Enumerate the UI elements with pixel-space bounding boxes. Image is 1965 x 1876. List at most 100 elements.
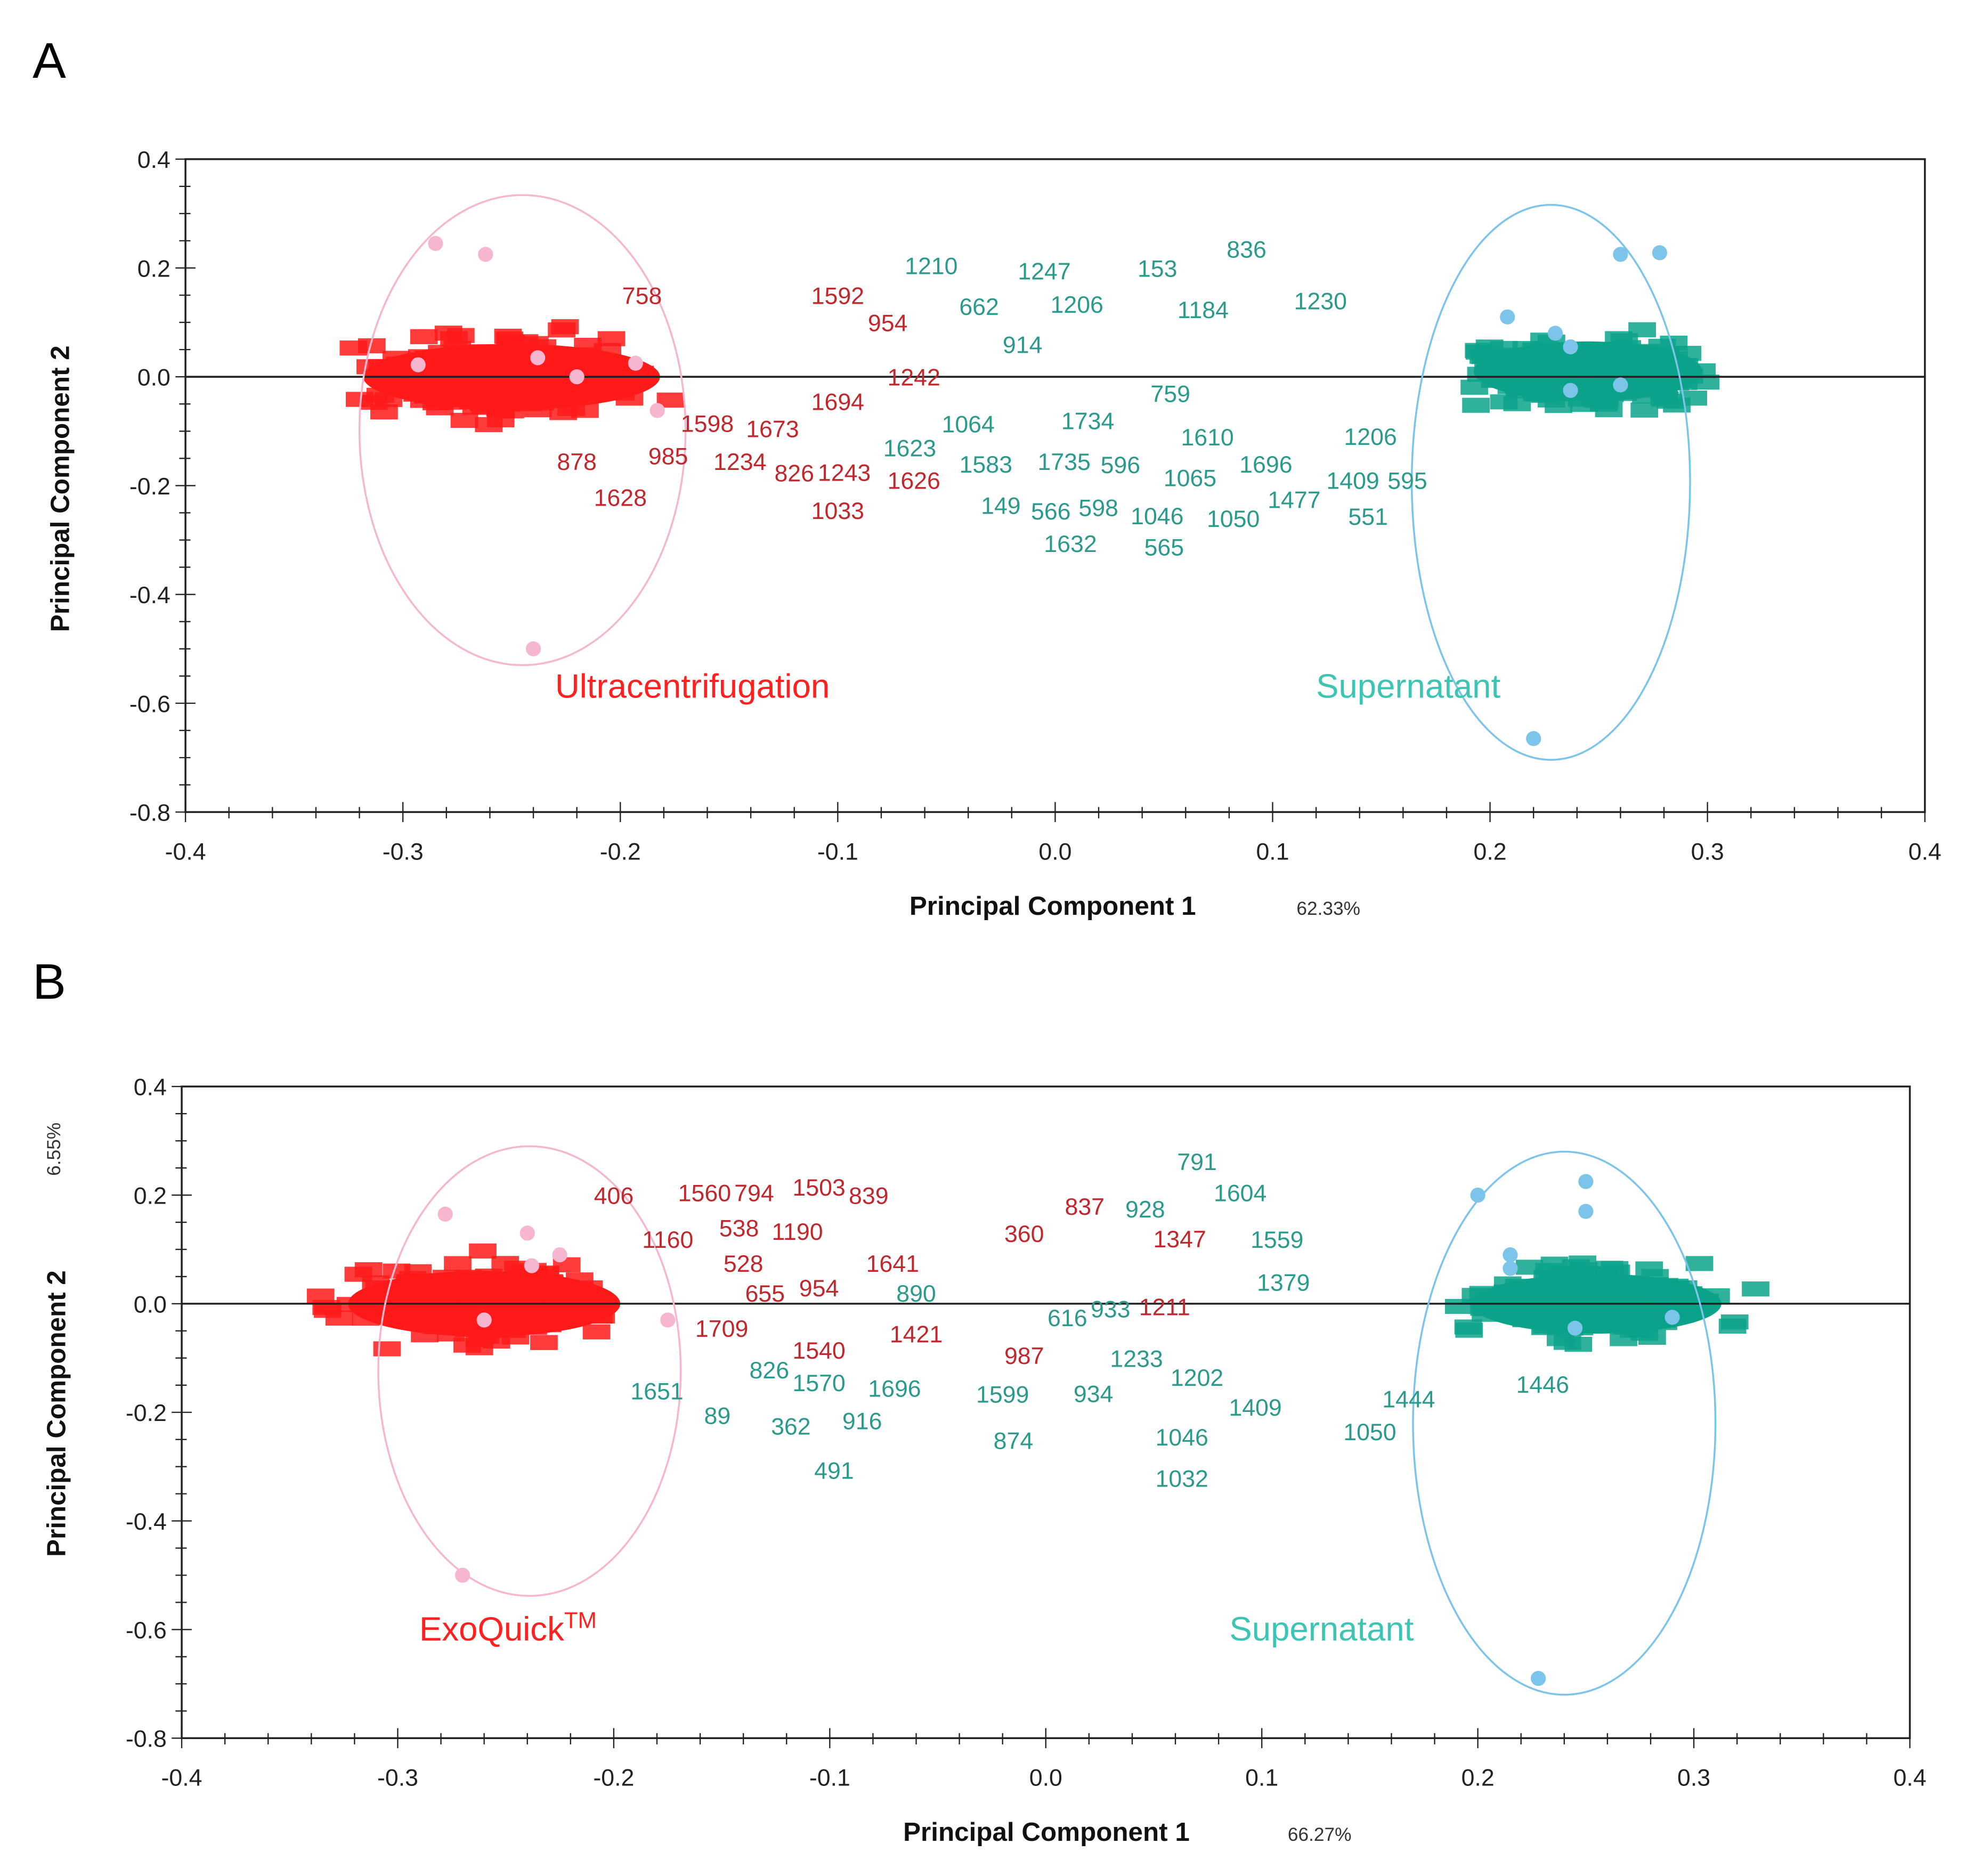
point-label: 1559 bbox=[1251, 1227, 1303, 1253]
x-tick-label: -0.2 bbox=[600, 839, 641, 865]
point-label: 1230 bbox=[1294, 289, 1347, 315]
x-tick-label: 0.4 bbox=[1909, 839, 1942, 865]
red-cluster-mark bbox=[410, 329, 438, 344]
pink-sample-dot bbox=[552, 1247, 567, 1263]
point-label: 1210 bbox=[905, 253, 957, 279]
x-tick-label: 0.2 bbox=[1474, 839, 1507, 865]
red-cluster-mark bbox=[368, 359, 396, 375]
blue-confidence-ellipse bbox=[1412, 1150, 1717, 1696]
red-cluster-mark bbox=[501, 1297, 529, 1313]
point-label: 1247 bbox=[1018, 259, 1070, 285]
teal-cluster-mark bbox=[1505, 1279, 1533, 1294]
point-label: 987 bbox=[1004, 1343, 1044, 1369]
red-cluster-mark bbox=[444, 1256, 472, 1271]
point-label: 1202 bbox=[1171, 1365, 1223, 1391]
teal-cluster-mark bbox=[1630, 402, 1659, 418]
x-axis-variance: 62.33% bbox=[1296, 898, 1360, 919]
pink-sample-dot bbox=[525, 641, 541, 656]
red-cluster-mark bbox=[433, 1319, 461, 1334]
red-cluster-mark bbox=[306, 1288, 335, 1304]
teal-cluster-mark bbox=[1610, 333, 1638, 348]
y-tick-label: 0.4 bbox=[137, 147, 170, 173]
x-tick-label: -0.4 bbox=[161, 1765, 202, 1791]
pink-sample-dot bbox=[478, 247, 493, 262]
point-label: 1446 bbox=[1516, 1372, 1569, 1398]
point-label: 662 bbox=[959, 294, 999, 320]
teal-cluster-mark bbox=[1461, 1288, 1490, 1303]
point-label: 566 bbox=[1031, 499, 1071, 525]
point-label: 1694 bbox=[811, 389, 864, 416]
point-label: 1046 bbox=[1156, 1425, 1208, 1451]
red-cluster-mark bbox=[360, 394, 388, 410]
point-label: 528 bbox=[724, 1251, 764, 1277]
panel-letter-a: A bbox=[33, 33, 66, 88]
point-label: 791 bbox=[1177, 1149, 1217, 1175]
x-tick-label: -0.1 bbox=[817, 839, 858, 865]
red-cluster-mark bbox=[404, 1313, 432, 1328]
point-label: 1632 bbox=[1044, 531, 1097, 557]
red-cluster-mark bbox=[450, 412, 478, 428]
red-cluster-mark bbox=[464, 367, 492, 383]
red-cluster-mark bbox=[574, 337, 602, 353]
point-label: 1032 bbox=[1156, 1466, 1208, 1492]
point-label: 1696 bbox=[1239, 452, 1292, 478]
point-label: 1444 bbox=[1382, 1387, 1435, 1413]
trademark-superscript: TM bbox=[564, 1607, 597, 1633]
point-label: 1570 bbox=[792, 1370, 845, 1396]
teal-cluster-mark bbox=[1638, 1329, 1666, 1345]
y-tick-label: -0.2 bbox=[126, 1400, 167, 1426]
point-label: 954 bbox=[868, 311, 908, 337]
x-tick-label: 0.3 bbox=[1677, 1765, 1710, 1791]
point-label: 1477 bbox=[1268, 487, 1320, 513]
point-label: 874 bbox=[994, 1428, 1034, 1454]
point-label: 1211 bbox=[1139, 1294, 1190, 1320]
point-label: 1243 bbox=[818, 460, 871, 486]
x-tick-label: 0.2 bbox=[1461, 1765, 1495, 1791]
pink-sample-dot bbox=[428, 235, 443, 251]
point-label: 362 bbox=[771, 1414, 811, 1440]
point-label: 839 bbox=[849, 1183, 889, 1209]
point-label: 1651 bbox=[630, 1378, 683, 1404]
red-cluster-mark bbox=[465, 383, 492, 399]
red-cluster-mark bbox=[465, 1340, 493, 1355]
x-axis-variance: 66.27% bbox=[1288, 1824, 1352, 1845]
blue-sample-dot bbox=[1470, 1187, 1485, 1203]
point-label: 1160 bbox=[642, 1227, 693, 1253]
point-label: 1233 bbox=[1110, 1346, 1163, 1372]
red-cluster-mark bbox=[468, 353, 496, 369]
pink-confidence-ellipse bbox=[377, 1145, 682, 1597]
blue-sample-dot bbox=[1567, 1320, 1583, 1336]
y-tick-label: 0.4 bbox=[134, 1075, 167, 1101]
red-cluster-mark bbox=[615, 391, 644, 406]
group-label-supernatant: Supernatant bbox=[1316, 668, 1500, 705]
x-tick-label: -0.4 bbox=[165, 839, 206, 865]
point-label: 1206 bbox=[1344, 424, 1396, 450]
teal-cluster-mark bbox=[1560, 1266, 1588, 1281]
teal-cluster-mark bbox=[1578, 362, 1606, 378]
x-tick-label: 0.1 bbox=[1256, 839, 1289, 865]
red-cluster-mark bbox=[486, 412, 515, 428]
point-label: 1234 bbox=[713, 449, 766, 475]
x-tick-label: 0.0 bbox=[1038, 839, 1071, 865]
point-label: 1604 bbox=[1214, 1180, 1266, 1206]
point-label: 928 bbox=[1125, 1197, 1165, 1223]
point-label: 826 bbox=[750, 1358, 790, 1384]
red-cluster-mark bbox=[564, 1288, 592, 1303]
blue-sample-dot bbox=[1578, 1174, 1594, 1189]
x-axis-title: Principal Component 1 bbox=[910, 891, 1196, 921]
red-cluster-mark bbox=[525, 378, 553, 394]
point-label: 1598 bbox=[681, 411, 734, 437]
point-label: 1046 bbox=[1131, 503, 1183, 530]
point-label: 1628 bbox=[594, 485, 647, 511]
point-label: 616 bbox=[1048, 1305, 1087, 1331]
red-cluster-mark bbox=[476, 1293, 505, 1308]
blue-sample-dot bbox=[1563, 383, 1578, 398]
group-label-exoquick: ExoQuickTM bbox=[419, 1607, 597, 1648]
y-axis-title: Principal Component 2 bbox=[45, 345, 75, 632]
point-label: 406 bbox=[594, 1183, 634, 1209]
point-label: 538 bbox=[719, 1216, 759, 1242]
point-label: 1560 bbox=[678, 1180, 731, 1206]
red-cluster-mark bbox=[325, 1310, 353, 1326]
point-label: 985 bbox=[648, 444, 688, 470]
